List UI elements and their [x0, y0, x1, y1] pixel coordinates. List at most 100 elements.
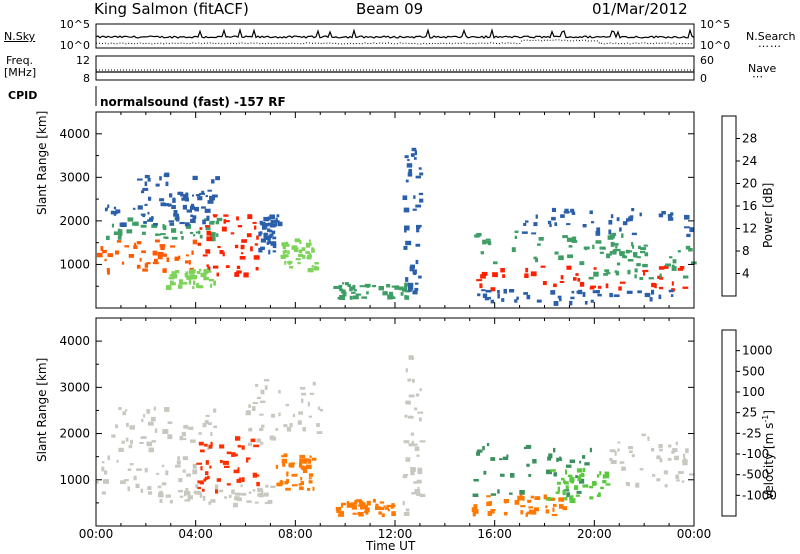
velocity-echo-cell: [283, 424, 288, 428]
power-echo-cell: [146, 262, 151, 265]
power-echo-cell: [191, 250, 194, 255]
velocity-echo-cell: [545, 509, 550, 514]
power-echo-cell: [333, 286, 339, 289]
velocity-echo-cell: [598, 492, 601, 497]
power-echo-cell: [189, 232, 194, 235]
power-echo-cell: [632, 244, 635, 249]
power-echo-cell: [626, 290, 633, 294]
power-echo-cell: [670, 212, 674, 216]
velocity-echo-cell: [250, 438, 256, 443]
velocity-echo-cell: [157, 485, 162, 489]
power-echo-cell: [199, 234, 203, 239]
power-echo-cell: [308, 242, 312, 246]
power-echo-cell: [386, 284, 391, 288]
velocity-echo-cell: [312, 486, 315, 491]
velocity-echo-cell: [408, 443, 415, 447]
power-echo-cell: [216, 233, 219, 237]
power-echo-cell: [566, 237, 573, 242]
power-echo-cell: [604, 269, 610, 273]
power-echo-cell: [679, 266, 685, 270]
velocity-echo-cell: [685, 448, 689, 454]
velocity-echo-cell: [364, 510, 369, 513]
power-echo-cell: [136, 264, 141, 269]
power-echo-cell: [484, 297, 490, 301]
velocity-echo-cell: [659, 458, 663, 463]
velocity-echo-cell: [248, 442, 252, 446]
power-echo-cell: [550, 290, 556, 295]
velocity-echo-cell: [258, 492, 264, 498]
power-echo-cell: [658, 286, 664, 290]
velocity-echo-cell: [671, 450, 675, 454]
power-echo-cell: [205, 195, 208, 198]
velocity-echo-cell: [202, 496, 206, 501]
velocity-echo-cell: [569, 495, 574, 501]
power-echo-cell: [173, 210, 178, 214]
velocity-echo-cell: [283, 453, 288, 457]
velocity-echo-cell: [405, 508, 410, 512]
velocity-echo-cell: [261, 489, 264, 494]
power-echo-cell: [291, 245, 298, 250]
velocity-colorbar-tick-label: -25: [742, 426, 762, 440]
power-echo-cell: [568, 245, 573, 248]
velocity-echo-cell: [286, 471, 289, 477]
freq-left-tick-top: 12: [76, 54, 90, 67]
power-echo-cell: [658, 294, 662, 300]
power-echo-cell: [283, 249, 288, 254]
power-echo-cell: [294, 238, 301, 243]
power-echo-cell: [162, 268, 167, 273]
velocity-echo-cell: [391, 511, 396, 516]
velocity-echo-cell: [528, 474, 532, 477]
velocity-echo-cell: [550, 497, 556, 501]
power-echo-cell: [338, 284, 343, 290]
velocity-echo-cell: [610, 460, 617, 464]
velocity-echo-cell: [567, 474, 573, 478]
power-echo-cell: [155, 183, 160, 187]
velocity-echo-cell: [265, 484, 269, 488]
power-echo-cell: [476, 232, 482, 237]
velocity-echo-cell: [552, 507, 555, 512]
velocity-echo-cell: [503, 511, 508, 516]
velocity-echo-cell: [558, 497, 565, 502]
velocity-echo-cell: [509, 492, 513, 495]
power-echo-cell: [398, 286, 404, 291]
power-echo-cell: [686, 233, 691, 238]
cpid-label: CPID: [8, 89, 38, 102]
velocity-echo-cell: [224, 496, 227, 499]
power-echo-cell: [175, 270, 180, 274]
velocity-echo-cell: [553, 503, 557, 507]
power-echo-cell: [636, 263, 641, 267]
power-echo-cell: [636, 256, 641, 259]
velocity-echo-cell: [111, 434, 116, 438]
time-tick-label: 20:00: [577, 527, 612, 541]
power-echo-cell: [634, 268, 638, 273]
velocity-echo-cell: [207, 445, 210, 451]
velocity-echo-cell: [264, 385, 268, 390]
power-echo-cell: [608, 220, 613, 225]
power-echo-cell: [284, 260, 287, 265]
velocity-echo-cell: [179, 436, 183, 441]
power-echo-cell: [160, 202, 166, 207]
velocity-echo-cell: [403, 512, 410, 516]
power-echo-cell: [608, 229, 612, 235]
beam-title: Beam 09: [356, 0, 424, 18]
velocity-echo-cell: [216, 478, 221, 482]
power-echo-cell: [270, 219, 276, 223]
power-echo-cell: [599, 246, 605, 250]
power-echo-cell: [132, 207, 136, 210]
power-echo-cell: [104, 258, 107, 262]
velocity-echo-cell: [417, 471, 423, 475]
velocity-echo-cell: [214, 484, 219, 490]
power-echo-cell: [199, 192, 205, 195]
power-echo-cell: [668, 217, 674, 221]
velocity-echo-cell: [245, 459, 249, 463]
power-echo-cell: [211, 179, 215, 184]
velocity-echo-cell: [207, 475, 210, 480]
power-echo-cell: [192, 239, 198, 245]
velocity-echo-cell: [546, 469, 552, 475]
power-echo-cell: [258, 231, 262, 237]
power-echo-cell: [361, 296, 367, 299]
velocity-echo-cell: [286, 426, 292, 432]
power-echo-cell: [616, 217, 620, 222]
power-echo-cell: [404, 230, 407, 233]
power-echo-cell: [168, 220, 174, 223]
